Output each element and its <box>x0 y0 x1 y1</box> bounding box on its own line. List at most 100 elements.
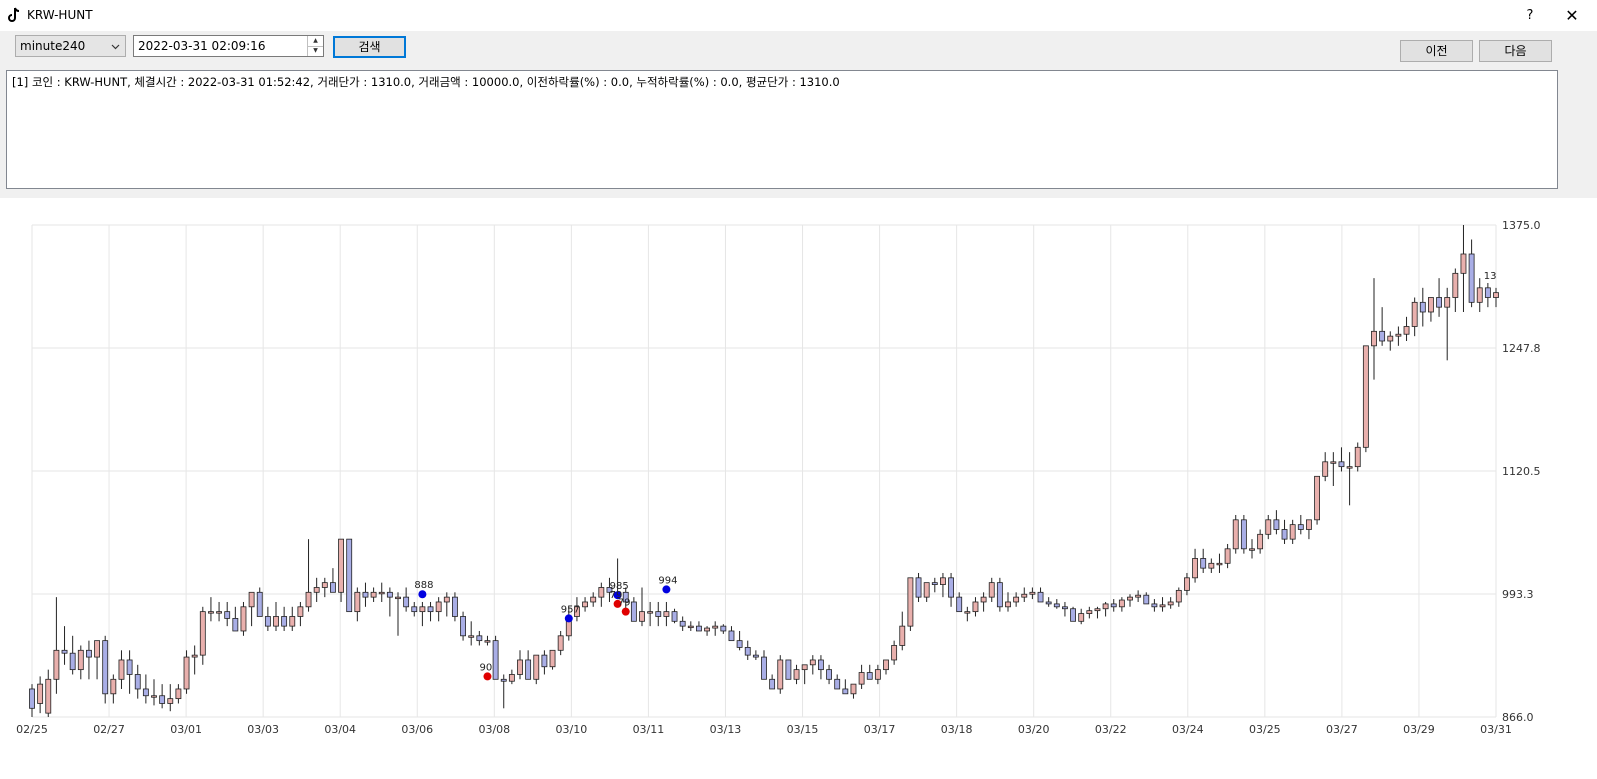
candle-body <box>216 611 222 614</box>
spin-up-icon[interactable]: ▲ <box>308 36 323 47</box>
candle-body <box>1257 533 1264 550</box>
candle-body <box>386 591 393 598</box>
candle-body <box>785 659 792 680</box>
x-tick-label: 03/24 <box>1172 723 1204 736</box>
prev-button[interactable]: 이전 <box>1400 40 1473 62</box>
candle-body <box>1436 297 1442 308</box>
candle-body <box>1192 558 1198 579</box>
y-tick-label: 1120.5 <box>1502 465 1541 478</box>
x-tick-label: 02/27 <box>93 723 125 736</box>
candle-body <box>557 635 564 651</box>
help-button[interactable]: ? <box>1526 8 1534 23</box>
last-price-label: 13 <box>1484 271 1497 282</box>
x-tick-label: 03/11 <box>633 723 665 736</box>
search-button[interactable]: 검색 <box>333 36 406 58</box>
candle-body <box>874 669 881 680</box>
candle-body <box>1306 519 1312 530</box>
candle-body <box>354 591 361 613</box>
candle-body <box>256 591 263 617</box>
candle-body <box>752 654 759 658</box>
candle-body <box>110 678 117 695</box>
candle-body <box>1460 253 1467 274</box>
candle-body <box>362 591 369 598</box>
candle-body <box>1037 591 1044 603</box>
candle-body <box>761 656 767 680</box>
candlestick-chart[interactable]: 1375.0 1247.8 1120.5 993.3 866.0 02/25 02/27 03… <box>0 198 1597 779</box>
candle-body <box>305 591 312 608</box>
x-tick-label: 03/08 <box>478 723 510 736</box>
marker-label: 994 <box>658 575 677 586</box>
candle-body <box>199 611 206 656</box>
trade-log[interactable]: [1] 코인 : KRW-HUNT, 체결시간 : 2022-03-31 01:… <box>6 70 1558 189</box>
next-button[interactable]: 다음 <box>1479 40 1552 62</box>
interval-select-value: minute240 <box>20 39 86 53</box>
candle-body <box>1411 301 1418 327</box>
candle-body <box>395 596 401 600</box>
x-tick-label: 03/31 <box>1480 723 1512 736</box>
candle-body <box>671 611 678 622</box>
candle-body <box>53 649 60 680</box>
candle-body <box>1135 594 1142 598</box>
marker-label: 79 <box>618 598 631 609</box>
candle-body <box>1175 589 1182 603</box>
candle-body <box>1346 466 1353 469</box>
candle-body <box>1005 601 1011 608</box>
candle-body <box>232 618 239 632</box>
candle-body <box>647 611 654 614</box>
candle-body <box>606 587 613 593</box>
candle-body <box>996 582 1003 608</box>
candle-body <box>801 664 808 671</box>
x-tick-label: 03/10 <box>556 723 588 736</box>
candle-body <box>1232 519 1239 550</box>
candle-body <box>809 659 816 666</box>
x-tick-label: 03/01 <box>170 723 202 736</box>
candle-body <box>29 688 35 709</box>
candle-body <box>850 683 857 695</box>
x-tick-label: 02/25 <box>16 723 48 736</box>
candle-body <box>321 582 328 588</box>
x-tick-label: 03/29 <box>1403 723 1435 736</box>
candle-body <box>720 625 727 632</box>
candle-body <box>931 582 938 585</box>
candle-body <box>834 678 841 690</box>
candle-body <box>1110 603 1117 608</box>
candle-body <box>915 577 922 598</box>
x-tick-label: 03/20 <box>1018 723 1050 736</box>
candle-body <box>183 656 190 690</box>
candle-body <box>630 601 637 622</box>
candle-body <box>1013 596 1020 603</box>
candle-body <box>118 659 125 680</box>
candle-body <box>1265 519 1272 535</box>
candle-body <box>940 577 946 585</box>
candle-body <box>679 620 686 627</box>
candle-body <box>1362 345 1369 448</box>
candle-body <box>142 688 149 697</box>
candle-body <box>492 640 499 680</box>
candle-body <box>517 659 523 675</box>
datetime-spinner[interactable]: ▲ ▼ <box>307 36 323 56</box>
interval-select[interactable]: minute240 <box>15 35 126 57</box>
candle-body <box>1338 461 1345 468</box>
candle-body <box>744 647 751 656</box>
candle-body <box>1127 596 1133 601</box>
candle-body <box>1493 292 1499 298</box>
candle-body <box>769 678 776 690</box>
candle-body <box>1224 548 1231 564</box>
log-line: [1] 코인 : KRW-HUNT, 체결시간 : 2022-03-31 01:… <box>12 75 840 89</box>
spin-down-icon[interactable]: ▼ <box>313 47 318 54</box>
candle-body <box>1281 529 1288 540</box>
candle-body <box>1387 335 1394 342</box>
candle-body <box>622 591 629 603</box>
candle-body <box>126 659 133 675</box>
close-button[interactable]: ✕ <box>1565 6 1579 25</box>
app-icon <box>8 7 20 22</box>
candle-body <box>1200 558 1207 569</box>
candle-body <box>598 587 605 598</box>
candle-body <box>468 635 475 638</box>
candle-body <box>988 582 995 598</box>
chart-canvas: 1375.0 1247.8 1120.5 993.3 866.0 02/25 02/27 03… <box>16 219 1541 736</box>
candle-body <box>1476 287 1483 303</box>
candle-body <box>777 659 784 690</box>
datetime-input[interactable]: 2022-03-31 02:09:16 ▲ ▼ <box>133 35 324 57</box>
x-tick-label: 03/25 <box>1249 723 1281 736</box>
